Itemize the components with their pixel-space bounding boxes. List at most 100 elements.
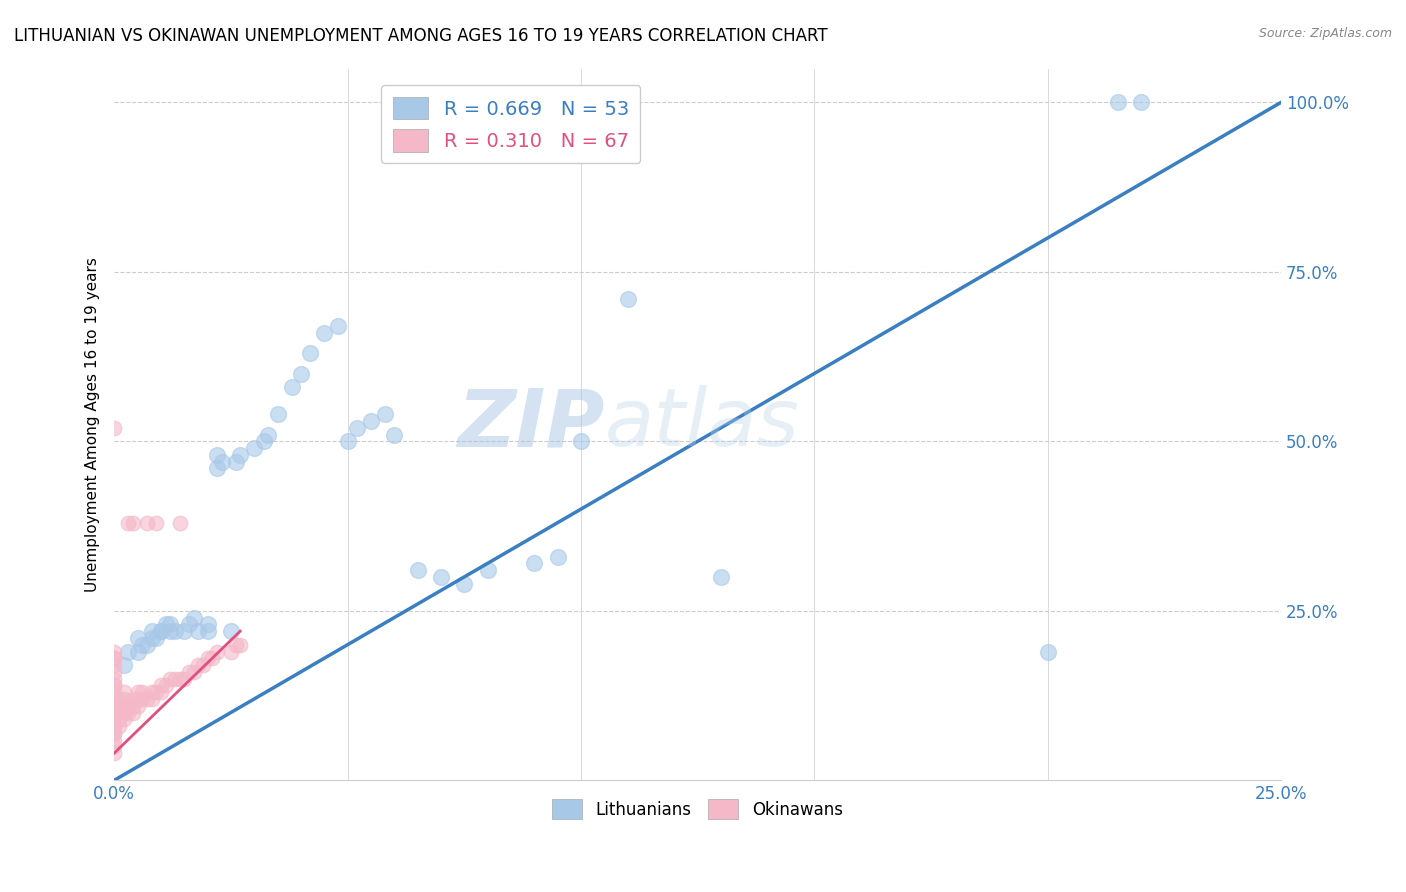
Point [145,516,167,530]
Point [290,367,312,381]
Point [252,434,274,449]
Text: Source: ZipAtlas.com: Source: ZipAtlas.com [1258,27,1392,40]
Point [149,624,172,639]
Point [103,644,125,658]
Point [131,685,153,699]
Point [117,706,139,720]
Text: ZIP: ZIP [457,385,605,464]
Point [183,610,205,624]
Point [103,719,125,733]
Point [229,448,252,462]
Point [108,706,131,720]
Point [710,570,733,584]
Point [374,407,396,421]
Point [131,692,153,706]
Point [103,651,125,665]
Point [1107,95,1129,110]
Point [173,624,195,639]
Point [149,624,172,639]
Point [103,672,125,686]
Point [430,570,453,584]
Point [243,441,266,455]
Point [183,665,205,679]
Y-axis label: Unemployment Among Ages 16 to 19 years: Unemployment Among Ages 16 to 19 years [86,257,100,592]
Text: atlas: atlas [605,385,799,464]
Point [121,516,143,530]
Point [280,380,302,394]
Point [382,427,405,442]
Point [225,455,247,469]
Point [127,685,149,699]
Point [103,665,125,679]
Point [103,692,125,706]
Point [205,461,228,475]
Point [205,448,228,462]
Point [360,414,382,428]
Point [135,638,157,652]
Point [219,644,242,658]
Point [117,698,139,713]
Point [112,658,135,673]
Point [477,563,499,577]
Point [187,624,209,639]
Point [103,739,125,754]
Point [121,692,143,706]
Point [163,624,186,639]
Point [103,678,125,692]
Point [117,644,139,658]
Point [336,434,359,449]
Point [159,617,181,632]
Point [155,678,177,692]
Point [127,631,149,645]
Point [173,672,195,686]
Point [163,672,186,686]
Point [169,516,191,530]
Point [453,576,475,591]
Point [141,624,163,639]
Point [103,678,125,692]
Point [169,672,191,686]
Point [127,698,149,713]
Point [103,746,125,760]
Point [103,421,125,435]
Point [266,407,288,421]
Point [141,692,163,706]
Point [159,672,181,686]
Point [121,706,143,720]
Point [145,631,167,645]
Point [108,719,131,733]
Point [523,557,546,571]
Point [197,617,219,632]
Point [127,644,149,658]
Point [191,658,214,673]
Legend: Lithuanians, Okinawans: Lithuanians, Okinawans [546,793,849,825]
Point [112,712,135,726]
Point [103,658,125,673]
Point [103,698,125,713]
Point [197,651,219,665]
Point [103,651,125,665]
Point [149,685,172,699]
Point [131,638,153,652]
Point [187,658,209,673]
Point [103,712,125,726]
Point [108,712,131,726]
Point [201,651,224,665]
Point [141,685,163,699]
Point [145,685,167,699]
Point [177,665,200,679]
Point [103,706,125,720]
Point [121,698,143,713]
Point [103,726,125,740]
Point [229,638,252,652]
Point [112,706,135,720]
Point [205,644,228,658]
Point [108,692,131,706]
Point [155,617,177,632]
Point [112,698,135,713]
Point [346,421,368,435]
Point [141,631,163,645]
Point [225,638,247,652]
Point [108,698,131,713]
Point [159,624,181,639]
